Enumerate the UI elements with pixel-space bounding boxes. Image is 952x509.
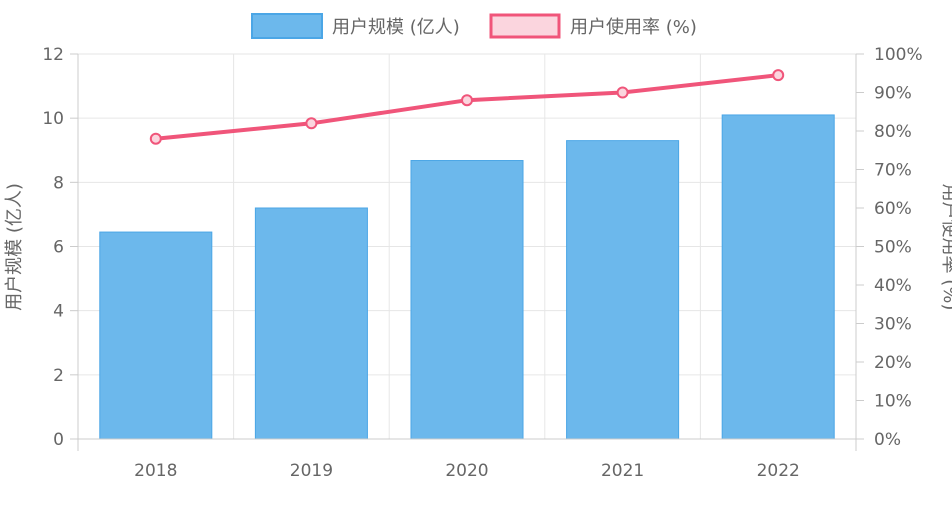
usage-rate-point-2018 [149, 132, 162, 145]
right-tick-label: 90% [874, 84, 912, 104]
usage-rate-point-2019 [305, 117, 318, 130]
legend-label-line: 用户使用率 (%) [570, 17, 697, 38]
right-tick-label: 30% [874, 315, 912, 335]
right-tick-label: 40% [874, 276, 912, 296]
axis-titles: 用户规模 (亿人) 用户使用率 (%) [4, 183, 952, 311]
usage-rate-line [155, 73, 779, 141]
left-tick-label: 0 [53, 430, 64, 450]
left-tick-label: 8 [53, 173, 64, 193]
right-tick-label: 0% [874, 430, 901, 450]
x-tick-label: 2018 [134, 461, 177, 481]
x-tick-label: 2021 [601, 461, 644, 481]
bar-2021 [566, 140, 680, 440]
legend-swatch-bar [251, 13, 323, 39]
right-tick-label: 10% [874, 392, 912, 412]
line-series [149, 69, 785, 145]
legend: 用户规模 (亿人) 用户使用率 (%) [251, 13, 697, 39]
bar-2020 [410, 160, 524, 440]
axes: 0 2 4 6 8 10 12 0% 10% 20% 30% 40% 50% 60% 70% 80% 90% 10… [42, 45, 922, 481]
bar-2018 [99, 231, 213, 440]
x-tick-label: 2020 [445, 461, 488, 481]
x-tick-label: 2022 [757, 461, 800, 481]
left-tick-label: 10 [42, 109, 64, 129]
legend-label-bar: 用户规模 (亿人) [332, 17, 460, 38]
bar-2022 [721, 114, 835, 440]
bar-series [99, 114, 835, 440]
left-tick-label: 4 [53, 302, 64, 322]
left-tick-label: 2 [53, 366, 64, 386]
usage-rate-point-2021 [616, 86, 629, 99]
right-tick-label: 20% [874, 353, 912, 373]
x-tick-label: 2019 [290, 461, 333, 481]
right-tick-label: 80% [874, 122, 912, 142]
right-tick-label: 70% [874, 161, 912, 181]
usage-rate-point-2022 [772, 69, 785, 82]
right-tick-label: 100% [874, 45, 923, 65]
usage-rate-point-2020 [461, 94, 473, 107]
left-axis-title: 用户规模 (亿人) [4, 183, 25, 311]
right-tick-label: 60% [874, 199, 912, 219]
left-tick-label: 6 [53, 238, 64, 258]
legend-swatch-line [489, 13, 561, 39]
right-axis-title: 用户使用率 (%) [939, 184, 952, 311]
bar-2019 [254, 207, 368, 440]
right-tick-label: 50% [874, 238, 912, 258]
left-tick-label: 12 [42, 45, 64, 65]
